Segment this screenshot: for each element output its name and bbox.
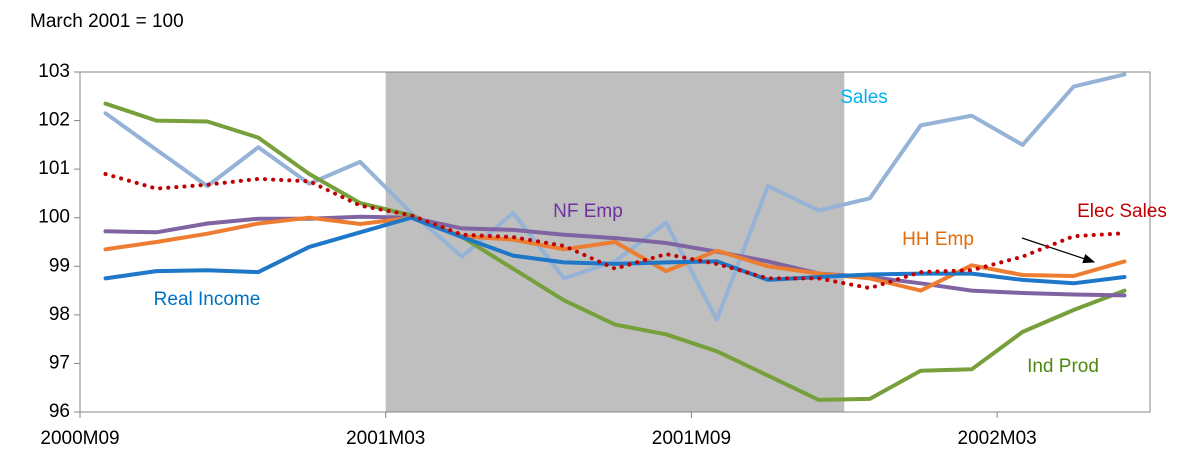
series-label: Real Income (154, 289, 261, 310)
y-tick-label: 98 (49, 304, 70, 325)
y-tick-label: 101 (38, 158, 70, 179)
y-tick-label: 99 (49, 255, 70, 276)
series-label: HH Emp (902, 229, 974, 250)
y-tick-label: 97 (49, 352, 70, 373)
y-tick-label: 100 (38, 207, 70, 228)
series-label: Ind Prod (1027, 356, 1099, 377)
y-axis-title: March 2001 = 100 (30, 11, 184, 32)
series-line (103, 72, 1127, 322)
x-tick-label: 2001M03 (346, 428, 425, 449)
series-label: Sales (840, 87, 888, 108)
x-tick-label: 2001M09 (652, 428, 731, 449)
series-label: NF Emp (553, 201, 623, 222)
y-tick-label: 96 (49, 401, 70, 422)
x-tick-label: 2000M09 (40, 428, 119, 449)
series-line (103, 172, 1127, 291)
series-label: Elec Sales (1077, 201, 1167, 222)
series-line (103, 214, 1127, 298)
annotation-arrow (1021, 237, 1096, 264)
series-line (103, 215, 1127, 286)
x-tick-label: 2002M03 (958, 428, 1037, 449)
y-tick-label: 103 (38, 61, 70, 82)
series-line (103, 101, 1127, 402)
y-tick-label: 102 (38, 110, 70, 131)
